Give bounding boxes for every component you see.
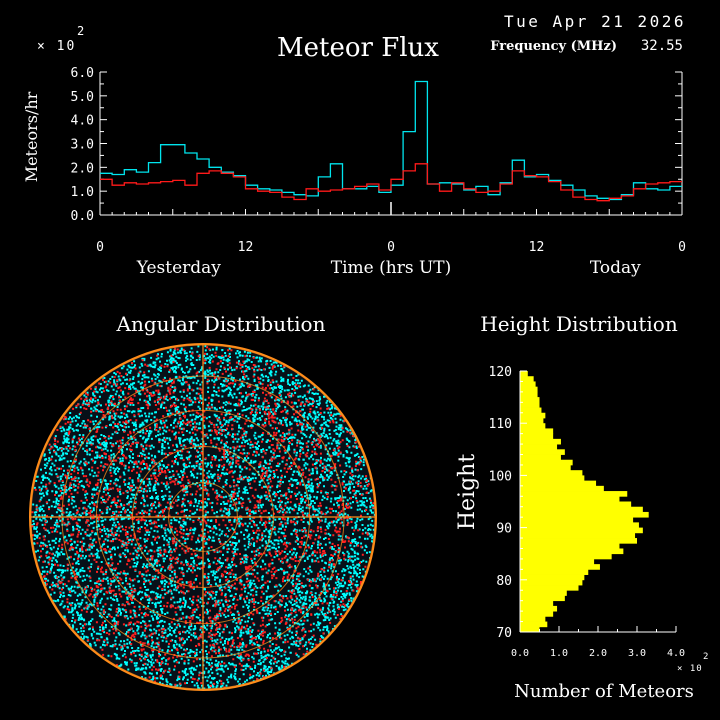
height-chart: 70 80 90 100 110 120 0.0 1.0 2.0 3.0 4.0 [489, 365, 686, 659]
height-x-tick-label: 1.0 [550, 648, 568, 659]
height-x-tick-label: 0.0 [511, 648, 529, 659]
height-x-tick-label: 3.0 [628, 648, 646, 659]
height-x-axis-label: Number of Meteors [514, 681, 694, 702]
frequency-value: 32.55 [641, 38, 683, 54]
height-bar [520, 579, 583, 586]
flux-scale-exponent: 2 [77, 24, 84, 38]
flux-series-red [100, 163, 682, 202]
flux-y-tick-label: 2.0 [71, 161, 94, 176]
flux-chart: Meteors/hr 0.0 1.0 2.0 3.0 4.0 5.0 6.0 0 12 0 12 0 Y… [22, 66, 686, 278]
height-bar [520, 626, 540, 633]
height-bar [520, 496, 620, 502]
flux-y-tick-label: 5.0 [71, 90, 94, 105]
flux-x-group-label: Time (hrs UT) [331, 258, 452, 278]
angular-title: Angular Distribution [116, 312, 326, 336]
flux-y-tick-label: 6.0 [71, 66, 94, 81]
sky-outer-ring [29, 343, 377, 691]
height-scale-factor: × 10 [677, 664, 703, 674]
flux-x-tick-label: 12 [238, 240, 254, 255]
height-bar [520, 407, 542, 414]
height-bar [520, 543, 620, 549]
frequency-label: Frequency (MHz) [490, 39, 617, 54]
height-y-tick-label: 90 [496, 522, 512, 537]
flux-x-tick-label: 0 [96, 240, 104, 255]
height-y-tick-label: 100 [489, 469, 512, 484]
flux-series-cyan [100, 80, 682, 201]
height-bar [520, 402, 540, 408]
height-bar [520, 501, 632, 508]
height-bar [520, 397, 540, 403]
height-y-tick-label: 110 [489, 417, 512, 432]
height-bar [520, 433, 554, 440]
height-bar [520, 485, 604, 492]
height-bar [520, 605, 558, 612]
height-bar [520, 423, 546, 429]
height-bar [520, 470, 583, 476]
height-bar [520, 475, 585, 482]
height-bar [520, 491, 628, 497]
height-bar [520, 449, 565, 455]
height-bar [520, 464, 571, 471]
height-x-tick-label: 4.0 [667, 648, 685, 659]
height-bar [520, 553, 612, 560]
flux-x-tick-label: 0 [387, 240, 395, 255]
height-bar [520, 558, 595, 565]
height-bar [520, 611, 554, 617]
height-bar [520, 564, 600, 570]
height-y-axis-label: Height [455, 454, 480, 530]
height-bar [520, 511, 649, 518]
flux-x-tick-label: 12 [529, 240, 545, 255]
height-bar [520, 376, 534, 382]
height-bar [520, 386, 538, 393]
height-bar [520, 600, 554, 607]
flux-y-tick-label: 3.0 [71, 138, 94, 153]
height-bar [520, 616, 546, 622]
height-bar [520, 454, 561, 461]
height-bar [520, 506, 643, 513]
height-bar [520, 590, 567, 596]
height-title: Height Distribution [480, 312, 678, 336]
flux-y-tick-label: 4.0 [71, 114, 94, 129]
height-bar [520, 522, 639, 528]
flux-y-axis-label: Meteors/hr [22, 91, 41, 182]
height-bar [520, 412, 546, 419]
flux-y-tick-label: 1.0 [71, 185, 94, 200]
height-bar [520, 428, 554, 435]
height-bar [520, 621, 548, 628]
flux-scale-factor: × 10 [37, 39, 76, 54]
height-bar [520, 391, 538, 398]
height-bar [520, 417, 544, 424]
height-bar [520, 438, 561, 445]
height-bar [520, 595, 565, 602]
height-bar [520, 527, 643, 534]
height-bar [520, 585, 579, 591]
height-y-tick-label: 80 [496, 574, 512, 589]
flux-x-group-label: Yesterday [136, 258, 222, 278]
height-bar [520, 381, 536, 388]
height-bar [520, 548, 624, 555]
angular-distribution-plot [29, 343, 377, 691]
height-bar [520, 569, 589, 575]
height-bar [520, 480, 597, 487]
height-bar [520, 538, 637, 544]
height-bar [520, 517, 634, 523]
chart-title: Meteor Flux [277, 33, 439, 63]
height-x-tick-label: 2.0 [589, 648, 607, 659]
height-scale-exponent: 2 [703, 652, 708, 662]
date-label: Tue Apr 21 2026 [504, 12, 686, 31]
height-y-tick-label: 120 [489, 365, 512, 380]
height-bar [520, 532, 636, 539]
height-y-tick-label: 70 [496, 626, 512, 641]
flux-x-tick-label: 0 [678, 240, 686, 255]
height-bar [520, 574, 585, 581]
height-bar [520, 371, 528, 377]
height-bar [520, 459, 573, 466]
flux-y-tick-label: 0.0 [71, 209, 94, 224]
flux-x-group-label: Today [590, 258, 641, 278]
height-bar [520, 444, 558, 450]
